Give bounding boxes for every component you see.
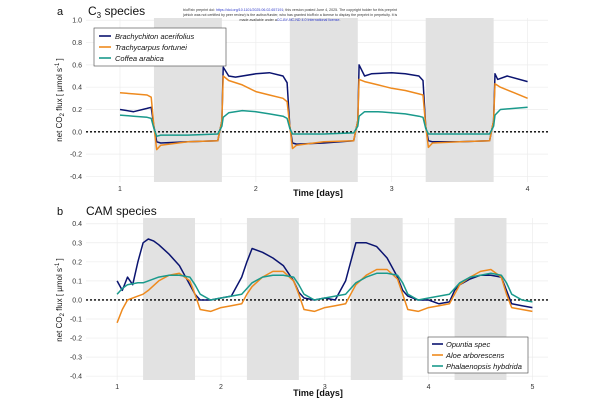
panel-a-legend-box	[93, 27, 227, 67]
dark-period-3	[350, 218, 403, 380]
y-tick-label: 0.2	[72, 107, 82, 114]
y-tick-label: 0.1	[72, 278, 82, 285]
panel-b-ylab-2: 2	[60, 312, 66, 316]
x-tick-label: 3	[323, 384, 327, 391]
y-tick-label: 0.0	[72, 297, 82, 304]
legend-label-aloe: Aloe arborescens	[445, 351, 505, 360]
panel-a-x-ticks: 1 2 3 4	[118, 186, 530, 193]
y-tick-label: 0.8	[72, 40, 82, 47]
panel-a-y-ticks: 1.0 0.8 0.6 0.4 0.2 0.0 -0.2 -0.4	[70, 18, 82, 181]
y-tick-label: -0.3	[70, 355, 82, 362]
dark-period-3	[425, 18, 494, 182]
x-tick-label: 3	[390, 186, 394, 193]
dark-period-2	[289, 18, 358, 182]
dark-period-2	[246, 218, 299, 380]
preprint-note-line-1-b: ; this version posted June 4, 2025. The …	[283, 8, 396, 12]
panel-b-x-ticks: 1 2 3 4 5	[115, 384, 534, 391]
preprint-note-line-1-a: bioRxiv preprint doi:	[183, 8, 216, 12]
series-line-opuntia-spec	[116, 238, 533, 309]
legend-label-trachycarpus: Trachycarpus fortunei	[115, 43, 187, 52]
y-tick-label: 1.0	[72, 18, 82, 25]
panel-a-title-sub: 3	[97, 11, 102, 20]
panel-b-ylab-1: net CO	[55, 316, 64, 341]
dark-period-1	[143, 218, 196, 380]
series-line-coffea-arabica	[119, 106, 528, 138]
panel-b-label: b	[57, 206, 63, 218]
y-tick-label: 0.0	[72, 129, 82, 136]
series-line-phalaenopsis-hybdrida	[116, 272, 533, 303]
y-tick-label: -0.4	[70, 374, 82, 381]
panel-a-y-axis-title: net CO2 flux [ µmol s-1 ]	[55, 58, 66, 142]
legend-label-coffea: Coffea arabica	[115, 54, 164, 63]
panel-a-ylab-1: net CO	[55, 116, 64, 141]
panel-b-x-axis-title: Time [days]	[293, 388, 343, 398]
x-tick-label: 4	[427, 384, 431, 391]
legend-label-brachychiton: Brachychiton acerifolius	[115, 32, 194, 41]
panel-b-y-ticks: 0.4 0.3 0.2 0.1 0.0 -0.1 -0.2 -0.3 -0.4	[70, 221, 82, 380]
x-tick-label: 5	[530, 384, 534, 391]
x-tick-label: 1	[118, 186, 122, 193]
preprint-note-line-3-a: made available under a	[240, 18, 277, 22]
panel-a-title-main: C	[88, 4, 97, 18]
preprint-note-line-2: (which was not certified by peer review)…	[183, 13, 398, 17]
y-tick-label: 0.4	[72, 221, 82, 228]
x-tick-label: 1	[115, 384, 119, 391]
panel-b-y-axis-title: net CO2 flux [ µmol s-1 ]	[55, 258, 66, 342]
panel-b-legend-box	[427, 336, 529, 374]
panel-b-ylab-5: ]	[55, 258, 64, 262]
preprint-note-line-3: made available under aCC-BY-NC-ND 4.0 In…	[240, 18, 341, 22]
legend-label-phalaenopsis: Phalaenopsis hybdrida	[446, 362, 522, 371]
y-tick-label: 0.3	[72, 240, 82, 247]
y-tick-label: -0.2	[70, 336, 82, 343]
x-tick-label: 2	[254, 186, 258, 193]
panel-b-series	[116, 238, 533, 324]
y-tick-label: -0.2	[70, 152, 82, 159]
panel-a-ylab-4: -1	[55, 62, 61, 68]
legend-label-opuntia: Opuntia spec	[446, 340, 490, 349]
y-tick-label: -0.1	[70, 317, 82, 324]
x-tick-label: 4	[526, 186, 530, 193]
preprint-note-line-3-b: .	[339, 18, 340, 22]
preprint-note: bioRxiv preprint doi: https://doi.org/10…	[183, 8, 398, 22]
panel-a-ylab-2: 2	[60, 112, 66, 116]
panel-b-title: CAM species	[86, 204, 157, 218]
panel-a-title: C3 species	[88, 4, 145, 20]
panel-a-legend: Brachychiton acerifolius Trachycarpus fo…	[93, 27, 227, 67]
panel-b-ylab-3: flux [ µmol s	[55, 268, 64, 313]
panel-a-x-axis-title: Time [days]	[293, 188, 343, 198]
preprint-note-line-1: bioRxiv preprint doi: https://doi.org/10…	[183, 8, 397, 12]
preprint-license-link[interactable]: CC-BY-NC-ND 4.0 International license	[277, 18, 340, 22]
panel-a-ylab-3: flux [ µmol s	[55, 68, 64, 113]
preprint-doi-link[interactable]: https://doi.org/10.1101/2025.06.02.65719…	[216, 8, 283, 12]
y-tick-label: 0.2	[72, 259, 82, 266]
panel-a-title-rest: species	[101, 4, 145, 18]
series-line-aloe-arborescens	[116, 268, 533, 324]
y-tick-label: 0.6	[72, 62, 82, 69]
y-tick-label: -0.4	[70, 174, 82, 181]
y-tick-label: 0.4	[72, 85, 82, 92]
panel-a-ylab-5: ]	[55, 58, 64, 62]
series-line-trachycarpus-fortunei	[119, 75, 528, 151]
panel-b-ylab-4: -1	[55, 262, 61, 268]
panel-a-label: a	[57, 6, 64, 18]
panel-b-legend: Opuntia spec Aloe arborescens Phalaenops…	[427, 336, 529, 374]
panel-a-series	[119, 64, 528, 151]
x-tick-label: 2	[219, 384, 223, 391]
